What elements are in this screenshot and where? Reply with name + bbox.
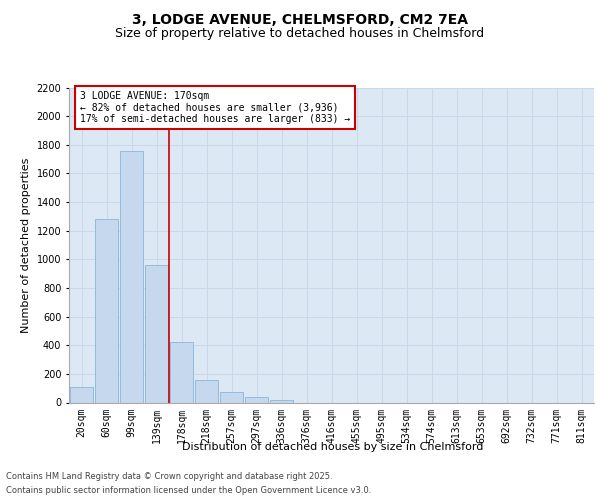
Text: 3 LODGE AVENUE: 170sqm
← 82% of detached houses are smaller (3,936)
17% of semi-: 3 LODGE AVENUE: 170sqm ← 82% of detached… xyxy=(79,90,350,124)
Bar xyxy=(70,387,94,402)
Bar xyxy=(170,342,193,402)
Text: 3, LODGE AVENUE, CHELMSFORD, CM2 7EA: 3, LODGE AVENUE, CHELMSFORD, CM2 7EA xyxy=(132,12,468,26)
Text: Contains HM Land Registry data © Crown copyright and database right 2025.: Contains HM Land Registry data © Crown c… xyxy=(6,472,332,481)
Bar xyxy=(145,265,169,402)
Bar xyxy=(220,392,244,402)
Bar xyxy=(194,380,218,402)
Text: Distribution of detached houses by size in Chelmsford: Distribution of detached houses by size … xyxy=(182,442,484,452)
Bar xyxy=(95,219,118,402)
Text: Contains public sector information licensed under the Open Government Licence v3: Contains public sector information licen… xyxy=(6,486,371,495)
Bar xyxy=(245,398,268,402)
Text: Size of property relative to detached houses in Chelmsford: Size of property relative to detached ho… xyxy=(115,28,485,40)
Bar xyxy=(119,150,143,402)
Y-axis label: Number of detached properties: Number of detached properties xyxy=(21,158,31,332)
Bar xyxy=(269,400,293,402)
